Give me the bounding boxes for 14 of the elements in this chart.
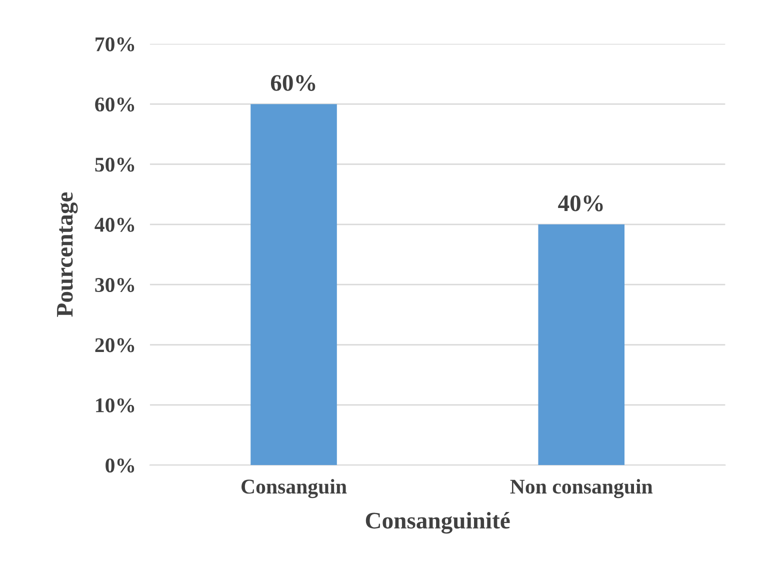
- x-tick-label: Consanguin: [242, 479, 347, 498]
- y-tick-label: 0%: [106, 458, 134, 473]
- y-tick-label: 60%: [95, 97, 134, 112]
- y-tick-label: 10%: [96, 398, 134, 412]
- data-label: 40%: [558, 195, 603, 212]
- y-tick-label: 70%: [96, 37, 134, 52]
- x-tick-label: Non consanguin: [510, 479, 653, 498]
- x-axis-title: Consanguinité: [366, 512, 510, 534]
- y-tick-label: 30%: [95, 278, 134, 292]
- y-tick-label: 20%: [95, 338, 134, 352]
- y-tick-label: 40%: [94, 218, 134, 232]
- y-axis-title: Pourcentage: [57, 192, 78, 317]
- y-tick-label: 50%: [95, 158, 134, 172]
- data-label: 60%: [270, 75, 316, 92]
